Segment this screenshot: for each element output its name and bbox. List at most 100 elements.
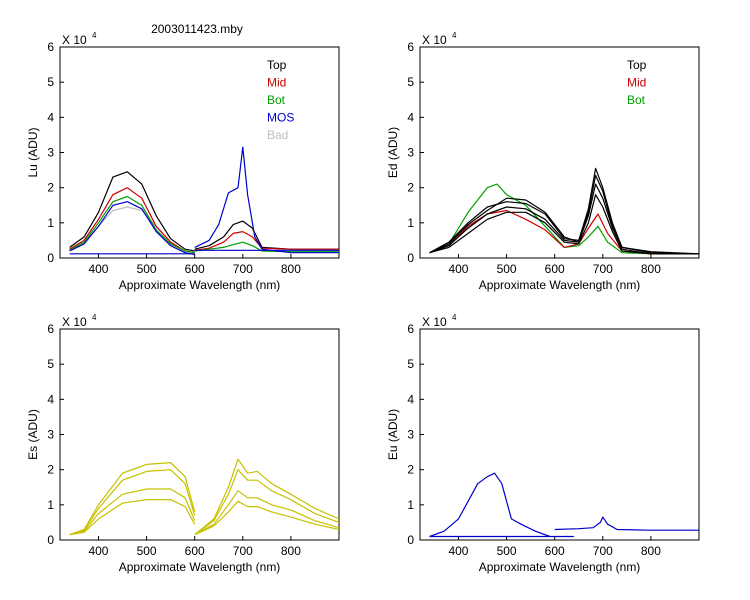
ed-panel: 0 1 2 3 4 5 6 400 500 600 700 800 X 10 4 Approximate W…: [386, 31, 700, 292]
ed-scale-exponent: 4: [452, 31, 457, 40]
es-series-es-3: [69, 499, 196, 536]
eu-ytick-label: 0: [407, 533, 414, 547]
ed-ytick-label: 3: [407, 146, 414, 160]
lu-legend-top: Top: [267, 58, 287, 72]
ed-xtick-label: 600: [545, 262, 565, 276]
eu-ytick-label: 3: [407, 428, 414, 442]
ed-ytick-label: 2: [407, 181, 414, 195]
es-xtick-label: 400: [88, 544, 108, 558]
lu-xtick-label: 700: [233, 262, 253, 276]
lu-xtick-label: 500: [137, 262, 157, 276]
lu-legend-mid: Mid: [267, 76, 286, 90]
eu-ytick-label: 4: [407, 392, 414, 406]
ed-ytick-label: 6: [407, 40, 414, 54]
es-ytick-label: 2: [47, 463, 54, 477]
lu-scale-label: X 10: [62, 33, 87, 47]
lu-xlabel: Approximate Wavelength (nm): [119, 278, 281, 292]
es-xtick-label: 500: [137, 544, 157, 558]
eu-ytick-label: 1: [407, 498, 414, 512]
eu-ytick-label: 2: [407, 463, 414, 477]
eu-plot-frame: [419, 328, 700, 541]
lu-legend-mos: MOS: [267, 111, 294, 125]
es-scale-exponent: 4: [92, 313, 97, 322]
ed-xtick-label: 400: [448, 262, 468, 276]
lu-ylabel: Lu (ADU): [26, 127, 40, 177]
eu-series-eu-0: [429, 472, 551, 538]
es-series-es-5: [194, 469, 340, 536]
ed-series-top-4: [429, 194, 699, 255]
lu-xtick-label: 600: [185, 262, 205, 276]
ed-xtick-label: 800: [641, 262, 661, 276]
es-xtick-label: 800: [281, 544, 301, 558]
eu-series-eu-2: [554, 516, 699, 531]
es-series-es-2: [69, 488, 196, 536]
es-series-es-1: [69, 469, 196, 536]
ed-series-mid-1: [429, 209, 699, 255]
lu-ytick-label: 1: [47, 216, 54, 230]
es-ytick-label: 6: [47, 322, 54, 336]
figure-title: 2003011423.mby: [151, 22, 243, 36]
eu-panel: 0 1 2 3 4 5 6 400 500 600 700 800 X 10 4 Approximate W…: [386, 313, 700, 574]
lu-series-mos-8: [194, 146, 339, 254]
ed-ytick-label: 1: [407, 216, 414, 230]
eu-scale-exponent: 4: [452, 313, 457, 322]
lu-ytick-label: 3: [47, 146, 54, 160]
lu-series-mos-4: [69, 201, 195, 256]
eu-xtick-label: 800: [641, 544, 661, 558]
eu-ytick-label: 5: [407, 357, 414, 371]
es-series-es-0: [69, 462, 196, 536]
eu-xtick-label: 600: [545, 544, 565, 558]
eu-ylabel: Eu (ADU): [386, 409, 400, 460]
es-ylabel: Es (ADU): [26, 409, 40, 460]
lu-ytick-label: 5: [47, 75, 54, 89]
ed-series-top-3: [429, 183, 699, 255]
es-xlabel: Approximate Wavelength (nm): [119, 560, 281, 574]
eu-xtick-label: 700: [593, 544, 613, 558]
ed-legend-bot: Bot: [627, 93, 646, 107]
lu-xtick-label: 400: [88, 262, 108, 276]
es-ytick-label: 4: [47, 392, 54, 406]
lu-series-mid-2: [69, 187, 195, 254]
es-ytick-label: 5: [47, 357, 54, 371]
es-series-es-4: [194, 458, 340, 536]
ed-xtick-label: 500: [497, 262, 517, 276]
ed-plot-frame: [419, 46, 700, 259]
lu-xtick-label: 800: [281, 262, 301, 276]
ed-series-top-5: [429, 174, 700, 255]
lu-legend-bot: Bot: [267, 93, 286, 107]
lu-legend-bad: Bad: [267, 128, 288, 142]
lu-plot-frame: [59, 46, 340, 259]
lu-scale-exponent: 4: [92, 31, 97, 40]
lu-ytick-label: 4: [47, 110, 54, 124]
eu-xtick-label: 500: [497, 544, 517, 558]
ed-legend-mid: Mid: [627, 76, 646, 90]
eu-xtick-label: 400: [448, 544, 468, 558]
es-scale-label: X 10: [62, 315, 87, 329]
es-series-es-7: [194, 500, 340, 536]
es-xtick-label: 600: [185, 544, 205, 558]
lu-series-top-1: [69, 171, 195, 252]
ed-scale-label: X 10: [422, 33, 447, 47]
es-series-es-6: [194, 490, 340, 536]
ed-ylabel: Ed (ADU): [386, 127, 400, 178]
lu-ytick-label: 6: [47, 40, 54, 54]
ed-xlabel: Approximate Wavelength (nm): [479, 278, 641, 292]
lu-series-bot-3: [69, 195, 195, 254]
es-xtick-label: 700: [233, 544, 253, 558]
eu-ytick-label: 6: [407, 322, 414, 336]
eu-xlabel: Approximate Wavelength (nm): [479, 560, 641, 574]
eu-scale-label: X 10: [422, 315, 447, 329]
ed-ytick-label: 0: [407, 251, 414, 265]
ed-series-bot-0: [429, 183, 699, 255]
es-plot-frame: [59, 328, 340, 541]
lu-panel: 0 1 2 3 4 5 6 400 500 600 700 800 X 10 4 Approximate W…: [26, 31, 340, 292]
ed-xtick-label: 700: [593, 262, 613, 276]
es-ytick-label: 1: [47, 498, 54, 512]
lu-series-mid-6: [194, 231, 339, 251]
es-panel: 0 1 2 3 4 5 6 400 500 600 700 800 X 10 4 Approximate W…: [26, 313, 340, 574]
es-ytick-label: 0: [47, 533, 54, 547]
lu-ytick-label: 0: [47, 251, 54, 265]
lu-ytick-label: 2: [47, 181, 54, 195]
es-ytick-label: 3: [47, 428, 54, 442]
